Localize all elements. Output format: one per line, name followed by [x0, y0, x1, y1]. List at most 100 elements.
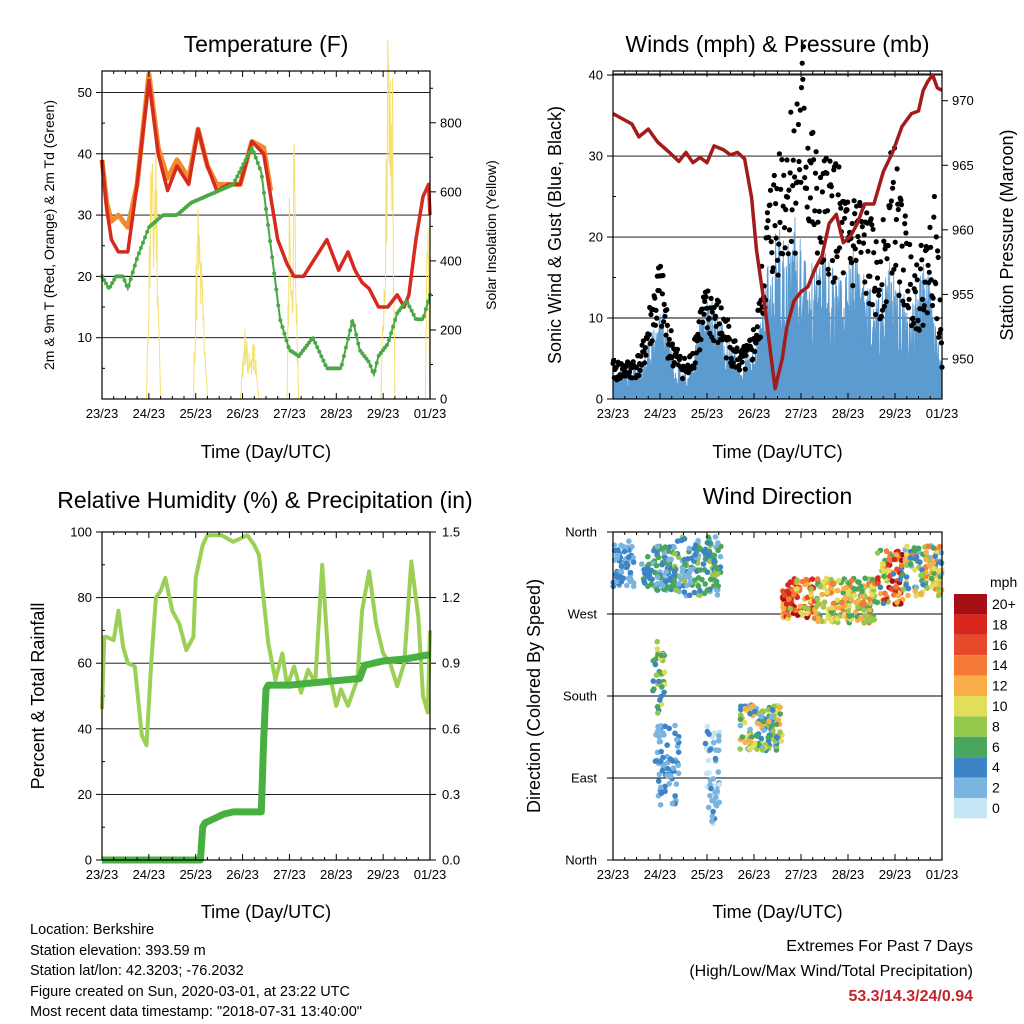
gust-point: [919, 296, 926, 302]
gust-point: [881, 303, 888, 309]
direction-point: [681, 556, 688, 563]
colorbar-swatch: [954, 614, 987, 635]
direction-point: [889, 578, 896, 584]
gust-point: [916, 327, 922, 333]
direction-point: [715, 769, 722, 775]
humidity-xtick-label: 01/23: [414, 867, 447, 882]
direction-point: [915, 545, 922, 552]
gust-point: [800, 44, 807, 50]
direction-point: [664, 742, 670, 748]
gust-point: [796, 158, 802, 165]
gust-point: [671, 360, 678, 366]
direction-point: [695, 575, 702, 581]
direction-point: [861, 607, 867, 613]
winds-xtick-label: 28/23: [832, 406, 865, 421]
gust-point: [912, 289, 919, 295]
solar-ytick-label: 400: [440, 253, 462, 268]
pressure-ytick-label: 960: [952, 222, 974, 237]
direction-point: [624, 582, 630, 589]
colorbar-label: 14: [992, 657, 1008, 673]
direction-point: [626, 538, 632, 544]
gust-point: [880, 217, 886, 223]
gust-point: [652, 322, 659, 328]
gust-point: [860, 240, 867, 246]
colorbar-swatch: [954, 696, 987, 717]
colorbar-swatch: [954, 675, 987, 696]
gust-point: [674, 346, 681, 352]
gust-point: [773, 235, 779, 241]
direction-point: [614, 555, 620, 562]
direction-point: [883, 548, 890, 554]
latlon-text: Station lat/lon: 42.3203; -76.2032: [30, 963, 244, 979]
direction-point: [713, 803, 720, 809]
gust-point: [630, 359, 636, 365]
gust-point: [711, 337, 717, 344]
gust-point: [629, 375, 635, 381]
direction-point: [705, 757, 712, 764]
direction-point: [630, 559, 637, 565]
gust-point: [815, 219, 821, 225]
direction-point: [714, 592, 721, 598]
direction-point: [681, 589, 688, 595]
direction-point: [702, 740, 709, 747]
direction-point: [797, 603, 803, 610]
direction-point: [895, 592, 901, 599]
gust-point: [757, 334, 764, 340]
gust-point: [814, 185, 820, 191]
gust-point: [726, 336, 733, 342]
dewpoint-point: [374, 360, 379, 365]
gust-point: [699, 306, 705, 312]
dewpoint-point: [257, 166, 262, 171]
wind-ytick-label: 40: [589, 68, 603, 83]
dewpoint-point: [231, 182, 236, 187]
direction-point: [750, 703, 756, 709]
dewpoint-point: [264, 206, 268, 211]
gust-point: [797, 167, 803, 173]
direction-point: [777, 729, 783, 735]
direction-point: [670, 765, 677, 771]
gust-point: [818, 239, 824, 245]
gust-point: [838, 205, 844, 211]
direction-point: [809, 576, 816, 582]
dewpoint-point: [130, 270, 135, 275]
direction-point: [759, 747, 766, 753]
gust-point: [893, 216, 900, 223]
direction-point: [862, 575, 868, 582]
direction-point: [881, 568, 887, 574]
direction-point: [658, 652, 665, 659]
direction-point: [877, 590, 884, 597]
recent-timestamp-text: Most recent data timestamp: "2018-07-31 …: [30, 1004, 362, 1020]
direction-point: [686, 574, 693, 581]
direction-point: [656, 739, 663, 745]
dewpoint-point: [141, 240, 145, 245]
direction-point: [925, 543, 931, 550]
gust-point: [862, 279, 868, 285]
dewpoint-point: [337, 366, 342, 371]
extremes-box: Extremes For Past 7 Days (High/Low/Max W…: [689, 934, 973, 1009]
gust-point: [816, 208, 822, 214]
station-info: Location: Berkshire Station elevation: 3…: [30, 920, 362, 1023]
direction-point: [853, 599, 859, 606]
colorbar-swatch: [954, 716, 987, 737]
direction-point: [715, 583, 721, 589]
chart-humidity: 0 20 40 60 80 100 0.0 0.3 0.6 0.9 1.2 1.5 Relative H…: [28, 487, 473, 922]
gust-point: [919, 257, 925, 263]
direction-point: [650, 678, 657, 684]
direction-point: [737, 712, 744, 718]
direction-point: [867, 600, 873, 606]
direction-point: [905, 585, 912, 592]
dewpoint-point: [104, 281, 109, 286]
gust-point: [845, 199, 851, 205]
direction-point: [859, 588, 865, 595]
direction-point: [646, 561, 652, 568]
humidity-xtick-label: 25/23: [179, 867, 212, 882]
gust-point: [789, 207, 795, 213]
colorbar-label: 8: [992, 718, 1000, 734]
gust-point: [899, 243, 905, 249]
gust-point: [768, 239, 774, 245]
gust-point: [718, 305, 724, 311]
gust-point: [660, 272, 666, 279]
direction-point: [746, 745, 753, 752]
gust-point: [697, 347, 703, 353]
